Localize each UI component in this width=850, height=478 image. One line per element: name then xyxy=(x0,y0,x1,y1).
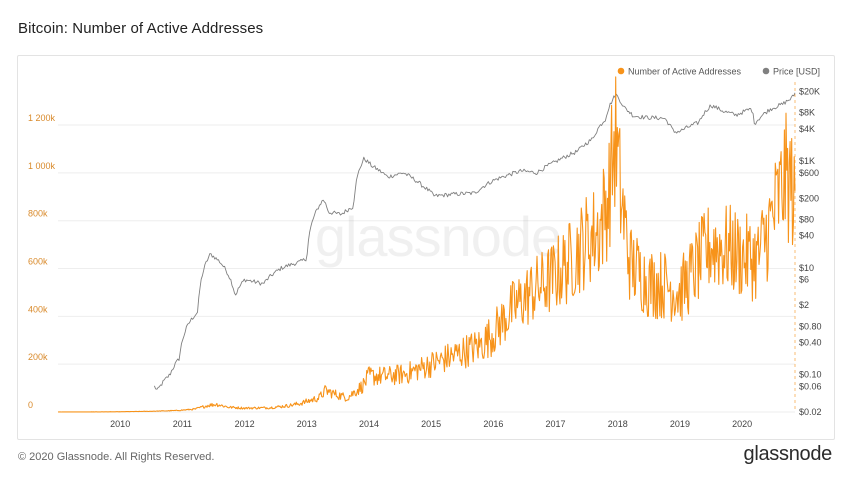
right-axis-tick-label: $0.40 xyxy=(799,337,822,347)
x-axis-tick-label: 2018 xyxy=(608,419,628,429)
left-axis-tick-label: 0 xyxy=(28,400,33,410)
legend: Number of Active Addresses Price [USD] xyxy=(617,67,820,77)
x-axis-tick-label: 2017 xyxy=(546,419,566,429)
brand-logo[interactable]: glassnode xyxy=(743,443,833,465)
series-layer xyxy=(57,76,796,413)
x-axis-tick-label: 2015 xyxy=(421,419,441,429)
copyright-text: © 2020 Glassnode. All Rights Reserved. xyxy=(18,451,215,463)
right-axis-tick-label: $0.06 xyxy=(799,382,822,392)
x-axis-tick-label: 2020 xyxy=(732,419,752,429)
series-line-price xyxy=(153,92,796,390)
right-axis-tick-label: $40 xyxy=(799,231,814,241)
x-axis-tick-label: 2011 xyxy=(173,419,192,429)
x-axis-tick-label: 2014 xyxy=(359,419,379,429)
watermark-text: glassnode xyxy=(315,205,561,268)
left-axis-tick-label: 1 000k xyxy=(28,161,56,171)
x-axis-tick-label: 2013 xyxy=(297,419,317,429)
x-axis: 2010 2011 2012 2013 2014 2015 2016 2017 2018 2019… xyxy=(110,419,752,429)
right-axis-tick-label: $80 xyxy=(799,215,814,225)
right-axis-tick-label: $600 xyxy=(799,168,819,178)
left-axis-tick-label: 600k xyxy=(28,257,48,267)
right-axis: $20K $8K $4K $1K $600 $200 $80 $40 $10 $6 $2 $0.80 $… xyxy=(799,86,822,417)
x-axis-tick-label: 2012 xyxy=(235,419,255,429)
right-axis-tick-label: $4K xyxy=(799,124,815,134)
right-axis-tick-label: $0.02 xyxy=(799,407,822,417)
right-axis-tick-label: $0.80 xyxy=(799,321,822,331)
x-axis-tick-label: 2019 xyxy=(670,419,690,429)
right-axis-tick-label: $0.10 xyxy=(799,370,822,380)
x-axis-tick-label: 2016 xyxy=(483,419,503,429)
chart-card: glassnode Number of Active Addresses Pri… xyxy=(17,55,835,440)
series-line-active-addresses xyxy=(57,76,796,413)
right-axis-tick-label: $6 xyxy=(799,275,809,285)
left-axis-tick-label: 800k xyxy=(28,209,48,219)
left-axis: 0 200k 400k 600k 800k 1 000k 1 200k xyxy=(28,113,56,410)
gridlines xyxy=(58,124,795,413)
right-axis-tick-label: $8K xyxy=(799,108,815,118)
legend-swatch-addresses xyxy=(617,67,625,75)
right-axis-tick-label: $10 xyxy=(799,263,814,273)
right-axis-tick-label: $2 xyxy=(799,300,809,310)
page-title: Bitcoin: Number of Active Addresses xyxy=(18,20,264,37)
left-axis-tick-label: 200k xyxy=(28,352,48,362)
left-axis-tick-label: 1 200k xyxy=(28,113,56,123)
right-axis-tick-label: $1K xyxy=(799,156,815,166)
legend-label-addresses: Number of Active Addresses xyxy=(628,67,742,77)
right-axis-tick-label: $200 xyxy=(799,193,819,203)
x-axis-tick-label: 2010 xyxy=(110,419,130,429)
right-axis-tick-label: $20K xyxy=(799,86,820,96)
chart: glassnode Number of Active Addresses Pri… xyxy=(28,67,822,430)
left-axis-tick-label: 400k xyxy=(28,304,48,314)
legend-label-price: Price [USD] xyxy=(773,67,820,77)
legend-swatch-price xyxy=(762,67,770,75)
